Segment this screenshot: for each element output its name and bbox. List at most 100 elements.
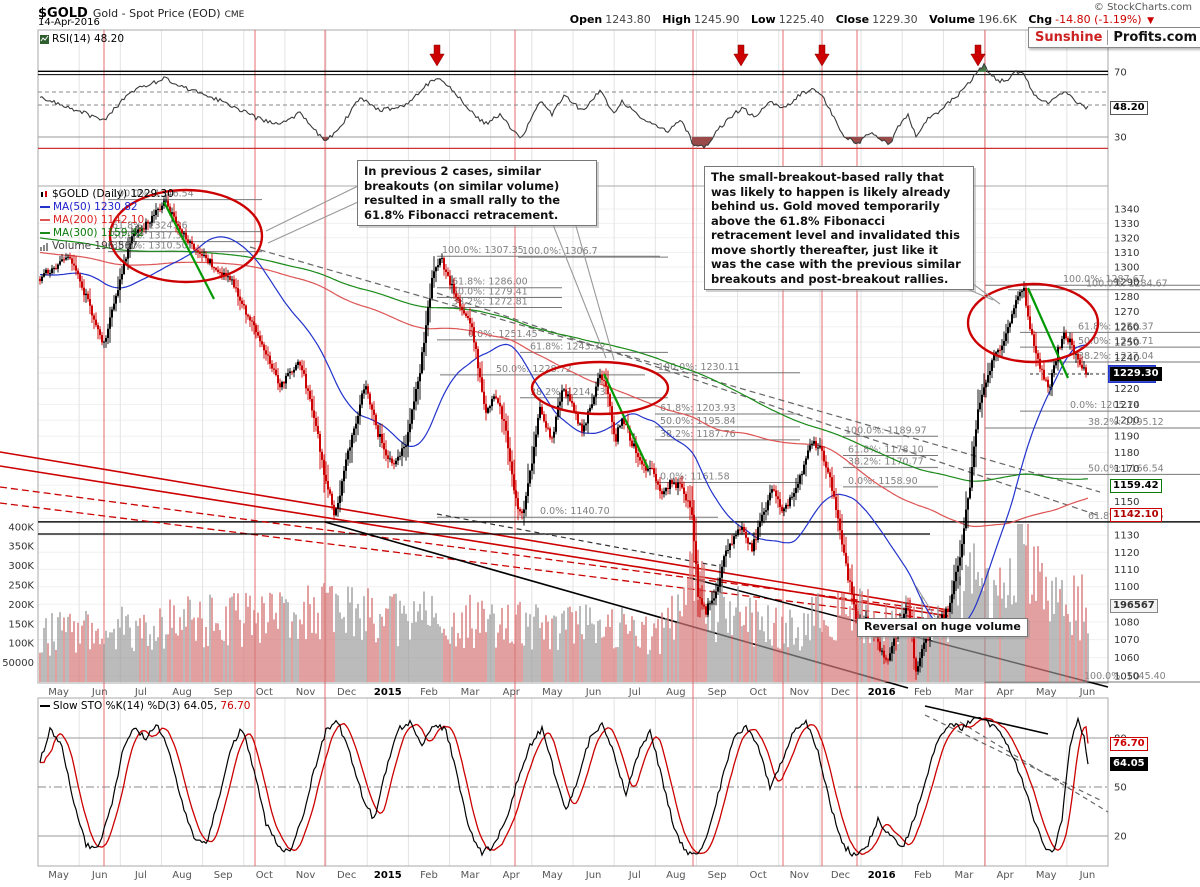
svg-text:2015: 2015	[374, 870, 402, 881]
chg-dropdown-icon[interactable]: ▼	[1147, 16, 1154, 26]
rsi-legend-label: RSI(14) 48.20	[52, 33, 125, 45]
svg-text:Dec: Dec	[831, 687, 850, 698]
svg-text:61.8%: 1178.10: 61.8%: 1178.10	[848, 444, 924, 455]
ticker-symbol: $GOLD	[38, 6, 88, 21]
svg-text:Nov: Nov	[790, 870, 810, 881]
svg-text:Mar: Mar	[955, 687, 975, 698]
indicator-icon	[40, 34, 49, 44]
svg-text:0.0%: 1158.90: 0.0%: 1158.90	[848, 476, 918, 487]
annotation-box-1: In previous 2 cases, similar breakouts (…	[357, 160, 597, 226]
svg-text:100.0%: 1287.67: 100.0%: 1287.67	[1063, 274, 1145, 285]
svg-text:Oct: Oct	[750, 870, 767, 881]
svg-text:1260: 1260	[1114, 322, 1139, 333]
svg-text:1250: 1250	[1114, 338, 1139, 349]
legend-ma300: MA(300) 1159.42	[53, 227, 145, 239]
chg-label: Chg	[1028, 13, 1053, 26]
volume-value-box: 196567	[1110, 599, 1158, 613]
reversal-annotation: Reversal on huge volume	[857, 618, 1028, 637]
svg-text:Jul: Jul	[134, 870, 147, 881]
svg-text:Oct: Oct	[256, 870, 273, 881]
legend-title: $GOLD (Daily) 1229.30	[52, 188, 174, 200]
svg-text:1080: 1080	[1114, 617, 1139, 628]
volume-label: Volume	[929, 13, 976, 26]
volume-bars-icon	[40, 242, 48, 251]
svg-text:Sep: Sep	[708, 870, 727, 881]
rsi-value-box: 48.20	[1110, 101, 1148, 115]
volume-layer	[39, 524, 1089, 682]
svg-text:Nov: Nov	[296, 687, 316, 698]
ellipses-layer	[108, 188, 1100, 416]
svg-text:Feb: Feb	[914, 870, 932, 881]
annotation-box-2: The small-breakout-based rally that was …	[704, 166, 974, 290]
svg-text:50.0%: 1195.84: 50.0%: 1195.84	[660, 416, 736, 427]
svg-text:61.8%: 1243.32: 61.8%: 1243.32	[530, 341, 606, 352]
svg-text:Jun: Jun	[91, 687, 108, 698]
svg-text:100.0%: 1045.40: 100.0%: 1045.40	[1084, 671, 1166, 682]
close-label: Close	[835, 13, 870, 26]
open-value: 1243.80	[605, 13, 651, 26]
ma-layer	[39, 236, 1089, 632]
main-legend: $GOLD (Daily) 1229.30 MA(50) 1230.82 MA(…	[40, 188, 174, 253]
svg-text:50.0%: 1279.41: 50.0%: 1279.41	[452, 287, 528, 298]
svg-text:Jun: Jun	[91, 870, 108, 881]
svg-text:50.0%: 1228.72: 50.0%: 1228.72	[496, 364, 572, 375]
ma300-value-box: 1159.42	[1110, 479, 1162, 493]
chg-value: -14.80 (-1.19%)	[1055, 13, 1142, 26]
volume-value: 196.6K	[978, 13, 1017, 26]
legend-ma300-row: MA(300) 1159.42	[40, 227, 174, 240]
svg-text:30: 30	[1114, 133, 1127, 144]
high-value: 1245.90	[693, 13, 740, 26]
sunshine-profits-logo[interactable]: Sunshine Profits.com	[1028, 27, 1200, 48]
svg-text:Nov: Nov	[790, 687, 810, 698]
sto-layer	[38, 716, 1108, 858]
svg-text:1060: 1060	[1114, 653, 1139, 664]
svg-text:50.0%: 1317.38: 50.0%: 1317.38	[112, 231, 188, 242]
svg-text:2015: 2015	[374, 687, 402, 698]
svg-text:0.0%: 1140.70: 0.0%: 1140.70	[540, 506, 610, 517]
high-label: High	[662, 13, 691, 26]
svg-text:1320: 1320	[1114, 233, 1139, 244]
svg-text:2016: 2016	[868, 870, 896, 881]
chart-date: 14-Apr-2016	[38, 17, 100, 28]
svg-text:Jul: Jul	[628, 687, 641, 698]
legend-ma200: MA(200) 1142.10	[53, 214, 145, 226]
svg-text:1110: 1110	[1114, 565, 1139, 576]
sto-legend-label: Slow STO %K(14) %D(3)	[53, 700, 181, 712]
exchange-label: CME	[224, 10, 245, 20]
svg-text:Oct: Oct	[750, 687, 767, 698]
trendlines-layer	[0, 246, 1109, 813]
svg-text:100.0%: 1306.7: 100.0%: 1306.7	[522, 246, 598, 257]
svg-text:150K: 150K	[8, 619, 34, 630]
svg-text:1280: 1280	[1114, 292, 1139, 303]
last-price-box: 1229.30	[1110, 367, 1162, 381]
svg-text:Aug: Aug	[666, 870, 686, 881]
svg-text:1200: 1200	[1114, 416, 1139, 427]
rsi-layer	[38, 44, 1108, 149]
svg-text:0.0%: 1251.45: 0.0%: 1251.45	[468, 329, 538, 340]
svg-text:1290: 1290	[1114, 277, 1139, 288]
svg-text:Mar: Mar	[461, 870, 481, 881]
svg-text:Feb: Feb	[914, 687, 932, 698]
svg-text:350K: 350K	[8, 542, 34, 553]
svg-text:Jul: Jul	[134, 687, 147, 698]
svg-text:May: May	[1036, 687, 1057, 698]
svg-text:1170: 1170	[1114, 464, 1139, 475]
rsi-legend: RSI(14) 48.20	[40, 33, 124, 46]
legend-volume: Volume 196,567	[52, 240, 138, 252]
instrument-name: Gold - Spot Price (EOD)	[92, 7, 221, 20]
svg-text:100.0%: 1284.67: 100.0%: 1284.67	[1086, 279, 1168, 290]
svg-text:Dec: Dec	[831, 870, 850, 881]
svg-text:50000: 50000	[2, 658, 34, 669]
svg-text:Oct: Oct	[256, 687, 273, 698]
svg-text:2016: 2016	[868, 687, 896, 698]
svg-text:Sep: Sep	[214, 870, 233, 881]
sto-line-swatch	[40, 705, 50, 707]
sto-d-value-box: 76.70	[1110, 737, 1148, 751]
svg-text:1100: 1100	[1114, 582, 1139, 593]
legend-title-row: $GOLD (Daily) 1229.30	[40, 188, 174, 201]
svg-text:100.0%: 1230.11: 100.0%: 1230.11	[658, 362, 740, 373]
svg-text:38.2%: 1195.12: 38.2%: 1195.12	[1088, 417, 1164, 428]
green-lines-layer	[163, 201, 1070, 469]
svg-text:1180: 1180	[1114, 448, 1139, 459]
